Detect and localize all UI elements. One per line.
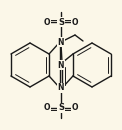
Text: O: O xyxy=(72,18,78,27)
Text: S: S xyxy=(58,18,64,27)
Text: N: N xyxy=(58,83,64,93)
Text: S: S xyxy=(58,103,64,112)
Text: N: N xyxy=(58,60,64,70)
Text: N: N xyxy=(58,37,64,47)
Text: O: O xyxy=(44,18,50,27)
Text: O: O xyxy=(72,103,78,112)
Text: O: O xyxy=(44,103,50,112)
